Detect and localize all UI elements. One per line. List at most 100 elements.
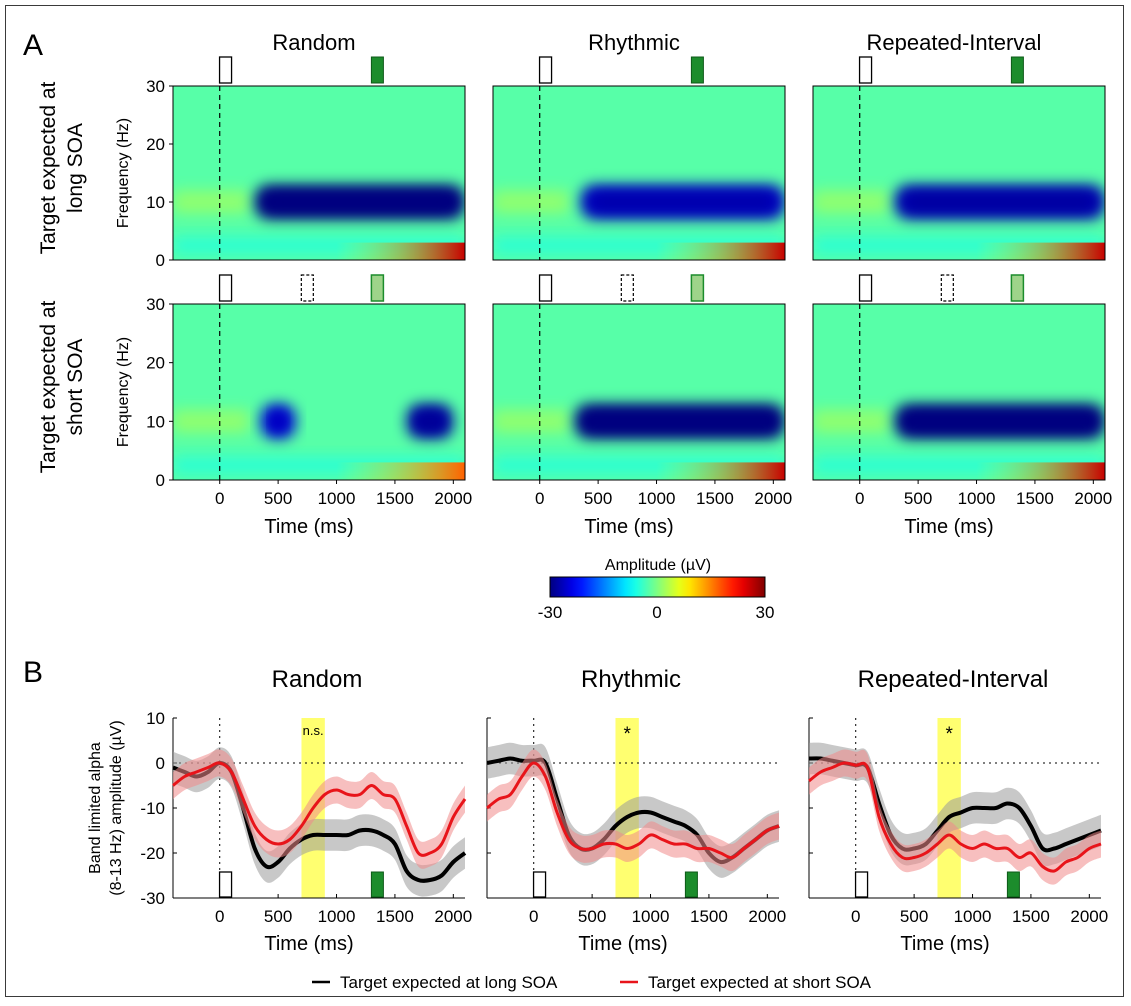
y-tick-label: 10 (146, 412, 165, 431)
colorbar (550, 577, 765, 597)
target-marker-icon (691, 57, 703, 83)
x-tick-label: 500 (264, 907, 292, 926)
amplitude-axis-label: Band limited alpha(8-13 Hz) amplitude (µ… (87, 720, 125, 896)
target-marker-icon (371, 872, 383, 897)
significance-label: * (623, 724, 631, 745)
colorbar-tick-label: 30 (756, 603, 775, 622)
x-tick-label: 2000 (754, 489, 792, 508)
x-tick-label: 2000 (1074, 489, 1112, 508)
alpha-blob-core (265, 193, 455, 212)
condition-title-a-1: Rhythmic (588, 30, 680, 55)
alpha-blob-core (271, 412, 286, 431)
heatmap-warm-band (337, 462, 465, 480)
heatmap-long-2 (813, 86, 1105, 260)
row-label-line: short SOA (64, 339, 87, 436)
y-tick-label: -30 (140, 889, 165, 908)
alpha-blob-core (905, 412, 1095, 431)
y-tick-label: 10 (146, 709, 165, 728)
heatmap-long-0 (173, 86, 465, 260)
y-tick-label: 0 (156, 471, 165, 490)
time-axis-label-a: Time (ms) (584, 516, 673, 538)
x-tick-label: 500 (904, 489, 932, 508)
condition-title-b-1: Rhythmic (581, 666, 681, 693)
heatmap-prestim-band (173, 190, 249, 213)
time-axis-label-b: Time (ms) (578, 933, 667, 955)
alpha-blob-core (417, 412, 444, 431)
heatmap-background (813, 86, 1105, 260)
condition-title-b-0: Random (272, 666, 363, 693)
x-tick-label: 1000 (958, 489, 996, 508)
cue-marker-icon (220, 57, 232, 83)
heatmap-short-1 (493, 304, 785, 480)
panel-label-a: A (23, 29, 43, 62)
frequency-axis-label: Frequency (Hz) (115, 337, 132, 447)
alpha-blob-core (905, 193, 1095, 212)
cue-marker-icon (540, 275, 552, 301)
legend-label-long: Target expected at long SOA (340, 973, 558, 992)
x-tick-label: 0 (215, 489, 224, 508)
y-tick-label: 0 (156, 754, 165, 773)
x-tick-label: 2000 (434, 907, 472, 926)
x-tick-label: 500 (578, 907, 606, 926)
amplitude-axis-label-line: Band limited alpha (87, 742, 104, 874)
y-tick-label: -10 (140, 799, 165, 818)
y-tick-label: 20 (146, 135, 165, 154)
heatmap-background (173, 86, 465, 260)
x-tick-label: 0 (535, 489, 544, 508)
light-target-marker-icon (691, 275, 703, 301)
x-tick-label: 2000 (434, 489, 472, 508)
x-tick-label: 0 (851, 907, 860, 926)
amplitude-axis-label-line: (8-13 Hz) amplitude (µV) (108, 720, 125, 896)
x-tick-label: 1000 (954, 907, 992, 926)
x-tick-label: 1500 (376, 489, 414, 508)
legend-label-short: Target expected at short SOA (648, 973, 872, 992)
x-tick-label: 1500 (690, 907, 728, 926)
heatmap-warm-band (977, 462, 1105, 480)
heatmap-background (493, 86, 785, 260)
y-tick-label: 20 (146, 354, 165, 373)
row-label-line: Target expected at (37, 300, 60, 473)
heatmap-background (813, 304, 1105, 480)
time-axis-label-a: Time (ms) (904, 516, 993, 538)
x-tick-label: 1000 (638, 489, 676, 508)
x-tick-label: 500 (584, 489, 612, 508)
condition-title-b-2: Repeated-Interval (858, 666, 1049, 693)
heatmap-prestim-band (493, 410, 569, 433)
heatmap-warm-band (657, 243, 785, 260)
x-tick-label: 1500 (1012, 907, 1050, 926)
time-axis-label-b: Time (ms) (900, 933, 989, 955)
frequency-axis-label: Frequency (Hz) (115, 118, 132, 228)
colorbar-tick-label: -30 (538, 603, 563, 622)
y-tick-label: -20 (140, 844, 165, 863)
cue-marker-icon (860, 57, 872, 83)
x-tick-label: 1500 (1016, 489, 1054, 508)
significance-label: n.s. (303, 723, 324, 738)
row-label-line: Target expected at (37, 81, 60, 254)
x-tick-label: 1000 (318, 489, 356, 508)
cue-marker-icon (220, 872, 232, 897)
x-tick-label: 0 (215, 907, 224, 926)
x-tick-label: 0 (855, 489, 864, 508)
x-tick-label: 1500 (376, 907, 414, 926)
cue-marker-icon (534, 872, 546, 897)
heatmap-long-1 (493, 86, 785, 260)
cue-marker-icon (856, 872, 868, 897)
alpha-blob-core (591, 193, 775, 212)
alpha-blob-core (585, 412, 775, 431)
y-tick-label: 30 (146, 295, 165, 314)
condition-title-a-0: Random (272, 30, 355, 55)
target-marker-icon (685, 872, 697, 897)
expected-target-marker-icon (621, 275, 633, 301)
light-target-marker-icon (1011, 275, 1023, 301)
cue-marker-icon (540, 57, 552, 83)
y-tick-label: 10 (146, 193, 165, 212)
heatmap-background (493, 304, 785, 480)
x-tick-label: 2000 (1070, 907, 1108, 926)
heatmap-prestim-band (813, 410, 889, 433)
expected-target-marker-icon (301, 275, 313, 301)
target-marker-icon (371, 57, 383, 83)
